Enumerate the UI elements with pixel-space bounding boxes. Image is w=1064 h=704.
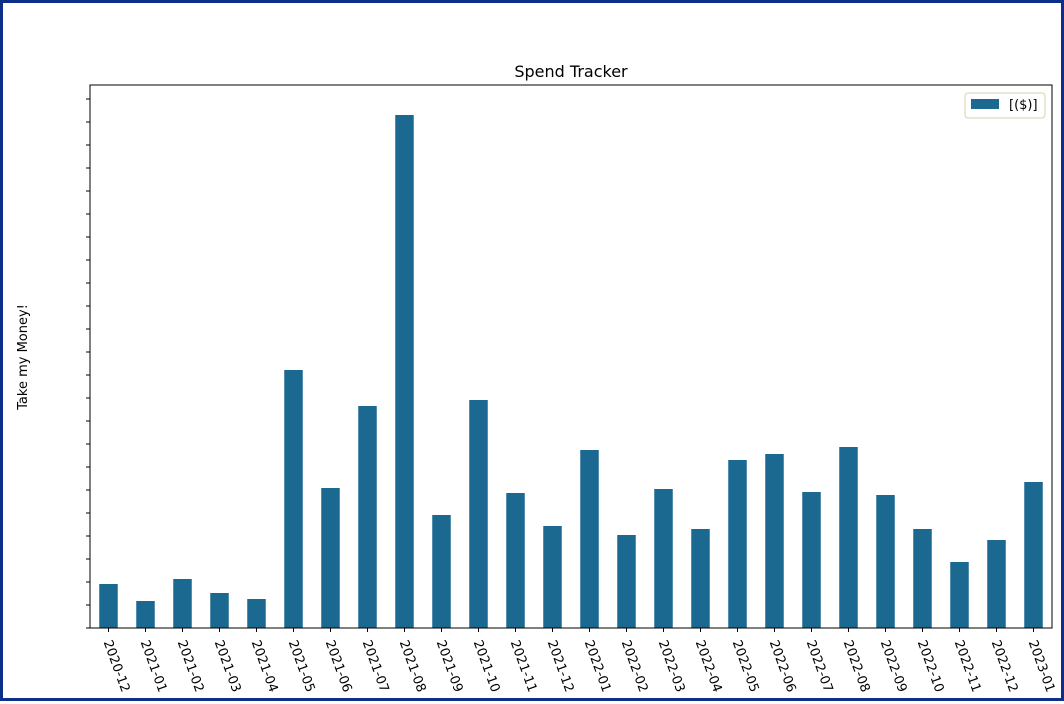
bar-2021-04 <box>247 599 266 628</box>
x-tick-label: 2022-12 <box>988 638 1021 694</box>
bar-2022-02 <box>617 535 636 628</box>
bar-2022-07 <box>802 492 821 628</box>
bar-2023-01 <box>1024 482 1043 628</box>
bar-2021-08 <box>395 115 414 628</box>
x-tick-label: 2021-06 <box>322 638 355 694</box>
x-tick-label: 2021-05 <box>285 638 318 694</box>
x-tick-label: 2021-03 <box>211 638 244 694</box>
legend-swatch <box>971 99 999 109</box>
bar-2021-12 <box>543 526 562 628</box>
x-tick-label: 2022-10 <box>914 638 947 694</box>
bar-2022-08 <box>839 447 858 628</box>
x-tick-label: 2020-12 <box>100 638 133 694</box>
x-tick-label: 2022-03 <box>655 638 688 694</box>
legend: [($)] <box>964 92 1046 119</box>
bar-2022-12 <box>987 540 1006 628</box>
y-axis-label: Take my Money! <box>16 304 31 411</box>
x-tick-label: 2022-09 <box>877 638 910 694</box>
bar-2021-11 <box>506 493 525 628</box>
bar-2022-09 <box>876 495 895 628</box>
bar-2021-06 <box>321 488 340 628</box>
bar-2021-03 <box>210 593 229 628</box>
bar-chart: Spend Tracker Take my Money! 2020-12 2021… <box>16 62 1058 694</box>
chart-title: Spend Tracker <box>514 62 628 81</box>
x-tick-label: 2021-10 <box>470 638 503 694</box>
x-tick-label: 2022-04 <box>692 638 725 694</box>
x-tick-label: 2021-02 <box>174 638 207 694</box>
bar-2022-04 <box>691 529 710 628</box>
bar-2020-12 <box>99 584 118 628</box>
x-tick-label: 2022-11 <box>951 638 984 694</box>
y-ticks-group <box>86 98 90 629</box>
x-tick-label: 2023-01 <box>1025 638 1058 694</box>
x-tick-label: 2022-08 <box>840 638 873 694</box>
bar-2022-03 <box>654 489 673 628</box>
x-tick-label: 2022-02 <box>618 638 651 694</box>
x-ticks-group: 2020-12 2021-01 2021-02 2021-03 2021-04 2021-… <box>100 628 1058 694</box>
x-tick-label: 2021-09 <box>433 638 466 694</box>
bar-2021-10 <box>469 400 488 628</box>
axes-frame <box>89 84 1053 629</box>
bar-2022-06 <box>765 454 784 628</box>
bar-2022-01 <box>580 450 599 628</box>
x-tick-label: 2022-01 <box>581 638 614 694</box>
bar-2021-02 <box>173 579 192 628</box>
bar-2022-10 <box>913 529 932 628</box>
x-tick-label: 2021-11 <box>507 638 540 694</box>
bar-2021-01 <box>136 601 155 628</box>
x-tick-label: 2021-08 <box>396 638 429 694</box>
x-tick-label: 2022-07 <box>803 638 836 694</box>
bar-2022-11 <box>950 562 969 628</box>
legend-label: [($)] <box>1009 98 1038 113</box>
x-tick-label: 2021-12 <box>544 638 577 694</box>
x-tick-label: 2022-05 <box>729 638 762 694</box>
x-tick-label: 2021-04 <box>248 638 281 694</box>
bar-2021-05 <box>284 370 303 628</box>
bar-2022-05 <box>728 460 747 628</box>
x-tick-label: 2021-07 <box>359 638 392 694</box>
x-tick-label: 2021-01 <box>137 638 170 694</box>
bars-group <box>99 115 1043 628</box>
bar-2021-07 <box>358 406 377 628</box>
x-tick-label: 2022-06 <box>766 638 799 694</box>
bar-2021-09 <box>432 515 451 628</box>
